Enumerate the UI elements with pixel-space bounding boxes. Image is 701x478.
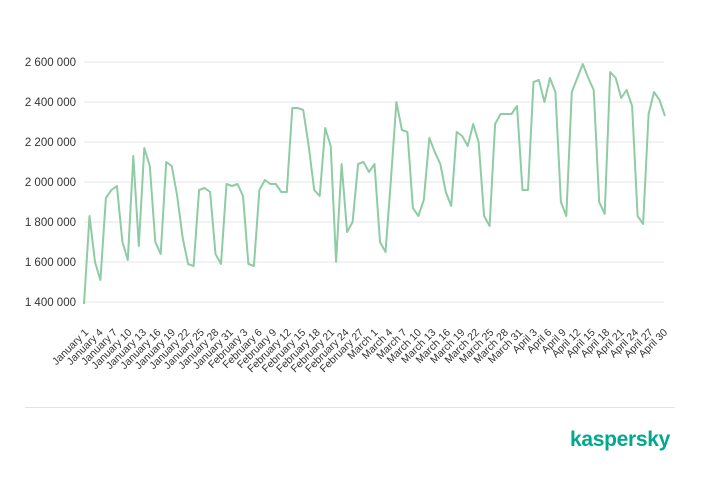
footer-divider [25, 407, 675, 408]
y-tick-label: 1 400 000 [25, 297, 76, 309]
y-tick-label: 1 600 000 [25, 257, 76, 269]
series-line [83, 63, 666, 305]
chart-area: 1 400 000 1 600 000 1 800 000 2 000 000 2 20… [25, 57, 670, 375]
y-tick-label: 2 000 000 [25, 177, 76, 189]
y-tick-label: 2 600 000 [25, 57, 76, 69]
y-tick-label: 2 200 000 [25, 137, 76, 149]
y-tick-label: 2 400 000 [25, 97, 76, 109]
line-chart: 1 400 000 1 600 000 1 800 000 2 000 000 2 20… [25, 57, 670, 375]
kaspersky-logo: kaspersky [570, 428, 671, 451]
y-tick-label: 1 800 000 [25, 217, 76, 229]
